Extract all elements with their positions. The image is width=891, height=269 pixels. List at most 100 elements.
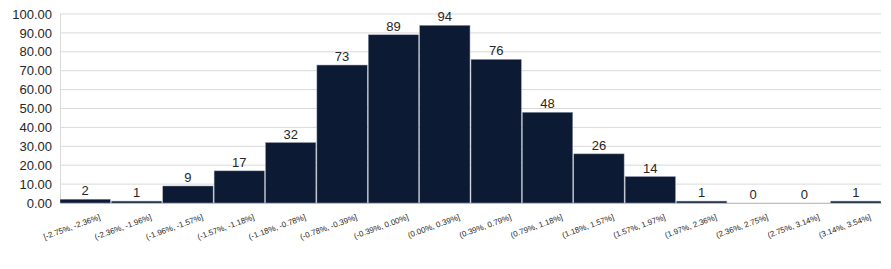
data-label: 0 bbox=[749, 187, 756, 202]
y-tick: 10.00 bbox=[19, 177, 60, 192]
data-label: 2 bbox=[82, 183, 89, 198]
bar bbox=[214, 171, 264, 203]
bar bbox=[779, 203, 829, 204]
grid-line bbox=[60, 108, 881, 109]
bar bbox=[728, 203, 778, 204]
x-tick-label: (2.36%, 2.75%] bbox=[715, 213, 769, 240]
x-tick-label: (1.57%, 1.97%] bbox=[612, 213, 666, 240]
y-tick: 0.00 bbox=[27, 196, 60, 211]
x-tick: (-0.39%, 0.00%] bbox=[353, 213, 410, 241]
y-tick-label: 0.00 bbox=[27, 196, 52, 211]
grid-line bbox=[60, 32, 881, 33]
x-tick-label: (-2.36%, -1.96%] bbox=[93, 213, 152, 242]
data-label: 1 bbox=[133, 185, 140, 200]
plot: 0.00 10.00 20.00 30.00 40.00 50.00 60.00 70.00 8… bbox=[12, 7, 881, 242]
data-label: 89 bbox=[386, 19, 400, 34]
x-tick-label: (3.14%, 3.54%] bbox=[818, 213, 872, 240]
bar bbox=[522, 112, 572, 203]
grid-line bbox=[60, 14, 881, 15]
grid-line bbox=[60, 146, 881, 147]
bar bbox=[111, 201, 161, 203]
bar bbox=[163, 186, 213, 203]
data-label: 0 bbox=[801, 187, 808, 202]
y-tick: 30.00 bbox=[19, 139, 60, 154]
x-tick-label: (-0.39%, 0.00%] bbox=[353, 213, 410, 241]
x-tick: [-2.75%, -2.36%] bbox=[42, 213, 101, 242]
x-tick-label: [-2.75%, -2.36%] bbox=[42, 213, 101, 242]
y-tick-label: 100.00 bbox=[12, 7, 52, 22]
data-label: 14 bbox=[643, 161, 657, 176]
bar bbox=[471, 59, 521, 203]
x-tick-label: (-0.78%, -0.39%] bbox=[299, 213, 358, 242]
y-axis-line bbox=[60, 15, 61, 204]
x-tick: (0.39%, 0.79%] bbox=[458, 213, 512, 240]
data-label: 48 bbox=[540, 96, 554, 111]
y-tick-label: 60.00 bbox=[19, 82, 52, 97]
x-tick: (1.97%, 2.36%] bbox=[663, 213, 717, 240]
y-tick-label: 40.00 bbox=[19, 120, 52, 135]
x-tick: (3.14%, 3.54%] bbox=[818, 213, 872, 240]
x-tick-label: (0.00%, 0.39%] bbox=[407, 213, 461, 240]
x-tick: (0.00%, 0.39%] bbox=[407, 213, 461, 240]
data-label: 26 bbox=[592, 138, 606, 153]
data-label: 32 bbox=[283, 127, 297, 142]
x-tick: (-1.57%, -1.18%] bbox=[196, 213, 255, 242]
x-tick: (-0.78%, -0.39%] bbox=[299, 213, 358, 242]
x-tick-label: (-1.57%, -1.18%] bbox=[196, 213, 255, 242]
x-tick: (1.18%, 1.57%] bbox=[561, 213, 615, 240]
y-tick-label: 90.00 bbox=[19, 26, 52, 41]
data-label: 73 bbox=[335, 49, 349, 64]
x-axis-line bbox=[61, 203, 882, 204]
x-axis: [-2.75%, -2.36%](-2.36%, -1.96%](-1.96%,… bbox=[42, 204, 881, 242]
y-tick-label: 20.00 bbox=[19, 158, 52, 173]
data-label: 76 bbox=[489, 43, 503, 58]
bar bbox=[266, 143, 316, 203]
x-tick-label: (0.79%, 1.18%] bbox=[509, 213, 563, 240]
y-tick: 80.00 bbox=[19, 44, 60, 59]
x-tick-label: (-1.18%, -0.78%] bbox=[247, 213, 306, 242]
x-tick-label: (1.18%, 1.57%] bbox=[561, 213, 615, 240]
y-tick: 70.00 bbox=[19, 63, 60, 78]
x-tick: (-1.96%, -1.57%] bbox=[145, 213, 204, 242]
bar bbox=[420, 25, 470, 203]
y-tick: 60.00 bbox=[19, 82, 60, 97]
data-label: 9 bbox=[184, 170, 191, 185]
bar bbox=[677, 201, 727, 203]
bar bbox=[625, 177, 675, 203]
y-tick-label: 70.00 bbox=[19, 63, 52, 78]
bar bbox=[831, 201, 881, 203]
y-tick: 50.00 bbox=[19, 101, 60, 116]
x-tick-label: (-1.96%, -1.57%] bbox=[145, 213, 204, 242]
y-tick: 90.00 bbox=[19, 26, 60, 41]
x-tick: (0.79%, 1.18%] bbox=[509, 213, 563, 240]
bar bbox=[368, 35, 418, 203]
x-tick: (1.57%, 1.97%] bbox=[612, 213, 666, 240]
grid-line bbox=[60, 127, 881, 128]
data-label: 1 bbox=[852, 185, 859, 200]
y-tick: 100.00 bbox=[12, 7, 60, 22]
grid bbox=[60, 14, 881, 203]
data-label: 94 bbox=[438, 9, 452, 24]
data-label: 1 bbox=[698, 185, 705, 200]
x-tick: (-2.36%, -1.96%] bbox=[93, 213, 152, 242]
grid-line bbox=[60, 184, 881, 185]
data-labels: 2 1 9 17 32 73 89 94 76 48 26 14 1 0 0 1 bbox=[82, 9, 860, 202]
bar bbox=[60, 199, 110, 203]
y-axis: 0.00 10.00 20.00 30.00 40.00 50.00 60.00 70.00 8… bbox=[12, 7, 60, 211]
x-tick: (-1.18%, -0.78%] bbox=[247, 213, 306, 242]
x-tick-label: (1.97%, 2.36%] bbox=[663, 213, 717, 240]
x-tick-label: (2.75%, 3.14%] bbox=[766, 213, 820, 240]
y-tick: 40.00 bbox=[19, 120, 60, 135]
y-tick: 20.00 bbox=[19, 158, 60, 173]
grid-line bbox=[60, 51, 881, 52]
y-tick-label: 50.00 bbox=[19, 101, 52, 116]
bar bbox=[317, 65, 367, 203]
data-label: 17 bbox=[232, 155, 246, 170]
grid-line bbox=[60, 89, 881, 90]
chart: 0.00 10.00 20.00 30.00 40.00 50.00 60.00 70.00 8… bbox=[0, 0, 891, 269]
x-tick-label: (0.39%, 0.79%] bbox=[458, 213, 512, 240]
grid-line bbox=[60, 70, 881, 71]
bars bbox=[60, 25, 881, 203]
y-tick-label: 30.00 bbox=[19, 139, 52, 154]
grid-line bbox=[60, 165, 881, 166]
